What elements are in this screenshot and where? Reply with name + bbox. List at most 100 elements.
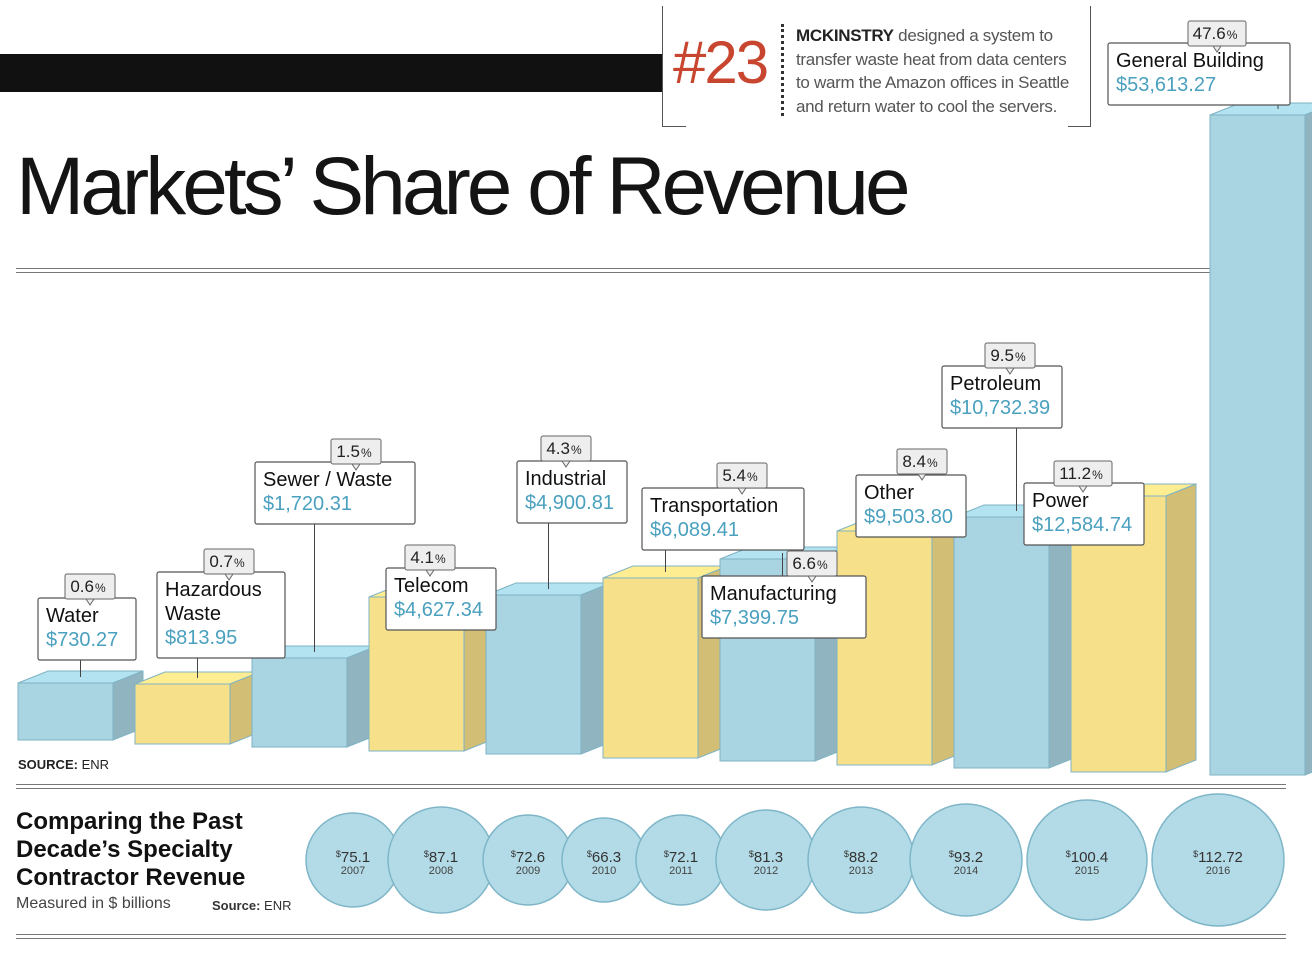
bar-label: Telecom <box>394 575 468 597</box>
bar-value: $10,732.39 <box>950 397 1050 419</box>
bubble-year: 2010 <box>592 865 616 877</box>
bar-share: 1.5% <box>336 442 372 461</box>
decade-title-line-1: Comparing the Past <box>16 808 243 835</box>
callout-line-4: and return water to cool the servers. <box>796 96 1058 116</box>
label-box-6: Transportation$6,089.41 5.4% <box>641 462 805 572</box>
bar-share: 8.4% <box>902 452 938 471</box>
label-box-10: Power$12,584.74 11.2% <box>1023 460 1145 546</box>
source-value: ENR <box>81 757 110 772</box>
bar-2 <box>134 671 261 745</box>
bar-8 <box>836 518 963 766</box>
bar-label: Sewer / Waste <box>263 469 392 491</box>
bubble-value: $72.1 <box>664 849 698 866</box>
bubble-value: $81.3 <box>749 849 783 866</box>
page-title: Markets’ Share of Revenue <box>16 141 911 232</box>
bar-value: $12,584.74 <box>1032 514 1132 536</box>
label-box-11: General Building$53,613.27 47.6% <box>1107 20 1291 109</box>
bar-share: 47.6% <box>1193 24 1238 43</box>
decade-source: Source: ENR <box>212 898 291 913</box>
bar-share: 0.6% <box>70 577 106 596</box>
callout-number: #23 <box>673 29 769 96</box>
title-rule <box>16 268 1286 273</box>
bubble-year: 2014 <box>954 865 978 877</box>
bubble-value: $72.6 <box>511 849 545 866</box>
bubble-year: 2013 <box>849 865 873 877</box>
bar-value: $730.27 <box>46 629 118 651</box>
bubble-year: 2007 <box>341 865 365 877</box>
callout-box <box>662 6 1091 127</box>
chart-source: SOURCE: ENR <box>18 757 109 772</box>
bar-share: 4.1% <box>410 548 446 567</box>
bubble-value: $100.4 <box>1066 849 1109 866</box>
label-box-8: Other$9,503.80 8.4% <box>855 448 967 538</box>
bubble-value: $66.3 <box>587 849 621 866</box>
label-box-5: Industrial$4,900.81 4.3% <box>516 435 628 589</box>
label-box-3: Sewer / Waste$1,720.31 1.5% <box>254 438 416 652</box>
bubble-year: 2015 <box>1075 865 1099 877</box>
bar-value: $7,399.75 <box>710 607 799 629</box>
bubble-value: $88.2 <box>844 849 878 866</box>
decade-source-label: Source: <box>212 898 261 913</box>
bar-share: 5.4% <box>722 466 758 485</box>
bar-share: 9.5% <box>990 346 1026 365</box>
bubble-year: 2011 <box>669 865 693 877</box>
bar-label: Power <box>1032 490 1089 512</box>
bar-value: $6,089.41 <box>650 519 739 541</box>
bubble-value: $87.1 <box>424 849 458 866</box>
decade-subtitle: Measured in $ billions <box>16 895 171 912</box>
bar-share: 11.2% <box>1059 464 1103 483</box>
decade-title-line-2: Decade’s Specialty <box>16 836 233 863</box>
decade-title: Comparing the Past Decade’s Specialty Co… <box>16 808 245 892</box>
chart-bottom-rule <box>16 784 1286 789</box>
bar-5 <box>485 582 612 755</box>
bubble-value: $93.2 <box>949 849 983 866</box>
bar-label: Petroleum <box>950 373 1041 395</box>
bubble-year: 2009 <box>516 865 540 877</box>
callout-line-1: designed a system to <box>898 26 1053 45</box>
bar-label: Hazardous <box>165 579 262 601</box>
callout-line-2: transfer waste heat from data centers <box>796 49 1067 69</box>
bubble-year: 2016 <box>1206 865 1230 877</box>
bar-11 <box>1209 102 1312 776</box>
bar-value: $813.95 <box>165 627 237 649</box>
callout-line-3: to warm the Amazon offices in Seattle <box>796 73 1070 92</box>
bar-value: $4,900.81 <box>525 492 614 514</box>
label-box-9: Petroleum$10,732.39 9.5% <box>941 342 1063 511</box>
bar-value: $1,720.31 <box>263 493 352 515</box>
decade-title-line-3: Contractor Revenue <box>16 864 246 891</box>
callout-text: MCKINSTRY designed a system to transfer … <box>796 24 1086 118</box>
bar-label: Other <box>864 482 914 504</box>
bar-value: $4,627.34 <box>394 599 483 621</box>
callout-company: MCKINSTRY <box>796 26 894 45</box>
bar-3 <box>251 645 378 748</box>
bar-value: $53,613.27 <box>1116 74 1216 96</box>
bar-1 <box>17 670 144 741</box>
bar-label: General Building <box>1116 50 1264 72</box>
bubble-value: $75.1 <box>336 849 370 866</box>
callout-frame-gap <box>686 120 1068 128</box>
decade-source-value: ENR <box>264 898 292 913</box>
header-band <box>0 54 662 92</box>
bar-label: Transportation <box>650 495 778 517</box>
bubble-value: $112.72 <box>1193 849 1243 866</box>
bar-label: Waste <box>165 603 221 625</box>
bar-value: $9,503.80 <box>864 506 953 528</box>
source-label: SOURCE: <box>18 757 78 772</box>
label-box-1: Water$730.27 0.6% <box>37 573 137 677</box>
page-bottom-rule <box>16 934 1286 939</box>
bar-label: Water <box>46 605 99 627</box>
bar-10 <box>1070 483 1197 773</box>
label-box-4: Telecom$4,627.34 4.1% <box>385 544 497 631</box>
